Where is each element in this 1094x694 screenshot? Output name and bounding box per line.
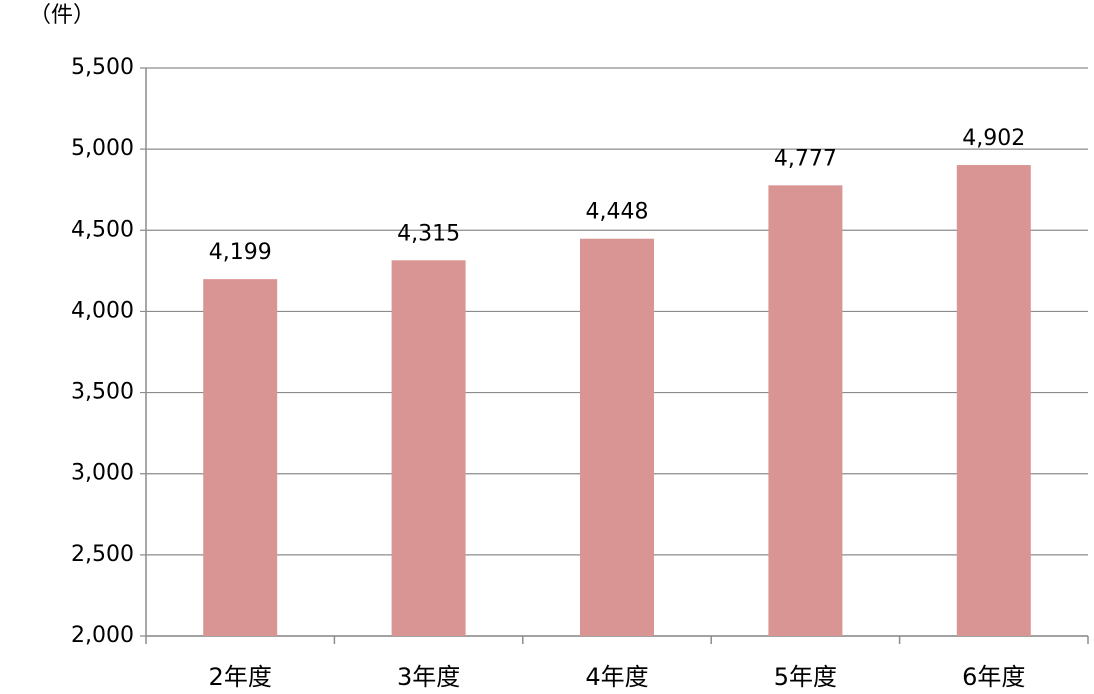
bar <box>391 260 466 636</box>
data-label: 4,448 <box>586 200 649 225</box>
y-tick-label: 3,000 <box>71 461 134 486</box>
y-tick-label: 5,000 <box>71 136 134 161</box>
bar <box>768 185 843 636</box>
data-label: 4,315 <box>397 221 460 246</box>
data-label: 4,777 <box>774 146 837 171</box>
y-tick-label: 2,500 <box>71 542 134 567</box>
bar <box>203 279 278 636</box>
y-tick-label: 5,500 <box>71 55 134 80</box>
x-tick-label: 4年度 <box>585 663 648 691</box>
x-tick-label: 6年度 <box>962 663 1025 691</box>
y-tick-label: 4,000 <box>71 298 134 323</box>
data-label: 4,902 <box>962 126 1025 151</box>
x-tick-label: 3年度 <box>397 663 460 691</box>
bar <box>956 165 1031 636</box>
x-tick-label: 5年度 <box>774 663 837 691</box>
data-label: 4,199 <box>209 240 272 265</box>
y-axis-label: （件） <box>29 3 95 28</box>
y-tick-label: 2,000 <box>71 623 134 648</box>
y-tick-label: 3,500 <box>71 380 134 405</box>
x-tick-label: 2年度 <box>209 663 272 691</box>
y-tick-label: 4,500 <box>71 217 134 242</box>
bar <box>580 238 654 636</box>
